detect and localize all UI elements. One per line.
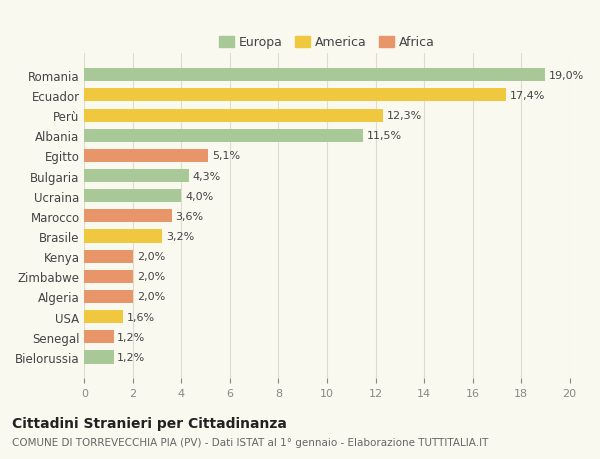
Text: 4,3%: 4,3% xyxy=(193,171,221,181)
Bar xyxy=(85,290,133,303)
Bar xyxy=(85,351,113,364)
Text: 1,6%: 1,6% xyxy=(127,312,155,322)
Text: 4,0%: 4,0% xyxy=(185,191,214,201)
Text: 17,4%: 17,4% xyxy=(510,91,545,101)
Bar xyxy=(85,190,181,203)
Text: 12,3%: 12,3% xyxy=(386,111,422,121)
Bar xyxy=(85,270,133,283)
Text: 19,0%: 19,0% xyxy=(549,71,584,81)
Bar xyxy=(85,170,189,183)
Text: 1,2%: 1,2% xyxy=(117,332,145,342)
Bar xyxy=(85,109,383,123)
Bar xyxy=(85,210,172,223)
Text: 2,0%: 2,0% xyxy=(137,292,165,302)
Text: COMUNE DI TORREVECCHIA PIA (PV) - Dati ISTAT al 1° gennaio - Elaborazione TUTTIT: COMUNE DI TORREVECCHIA PIA (PV) - Dati I… xyxy=(12,437,488,447)
Bar xyxy=(85,230,162,243)
Text: 1,2%: 1,2% xyxy=(117,352,145,362)
Text: 5,1%: 5,1% xyxy=(212,151,240,161)
Bar xyxy=(85,310,123,324)
Bar xyxy=(85,89,506,102)
Text: 2,0%: 2,0% xyxy=(137,252,165,262)
Bar xyxy=(85,250,133,263)
Bar xyxy=(85,69,545,82)
Text: 3,6%: 3,6% xyxy=(175,212,203,221)
Text: Cittadini Stranieri per Cittadinanza: Cittadini Stranieri per Cittadinanza xyxy=(12,416,287,430)
Bar xyxy=(85,330,113,344)
Bar xyxy=(85,129,364,142)
Legend: Europa, America, Africa: Europa, America, Africa xyxy=(214,31,440,54)
Bar xyxy=(85,150,208,162)
Text: 3,2%: 3,2% xyxy=(166,231,194,241)
Text: 2,0%: 2,0% xyxy=(137,272,165,282)
Text: 11,5%: 11,5% xyxy=(367,131,402,141)
